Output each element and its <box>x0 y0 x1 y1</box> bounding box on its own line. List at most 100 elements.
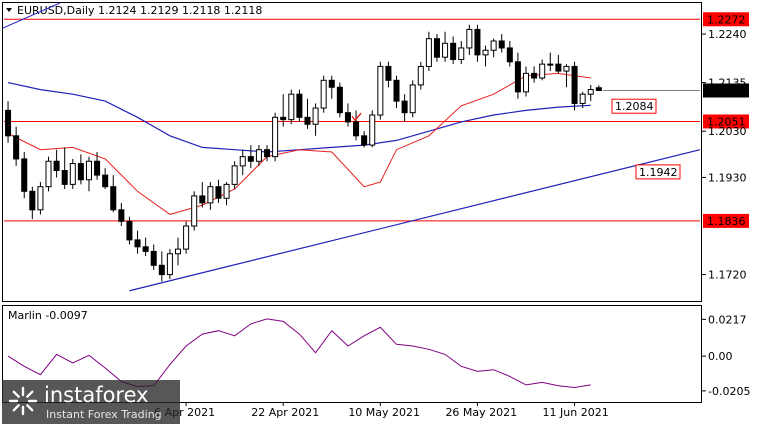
instaforex-watermark: instaforex Instant Forex Trading <box>2 380 180 424</box>
bullish-candle <box>417 65 424 86</box>
bullish-candle <box>272 116 279 158</box>
bullish-candle <box>183 225 190 250</box>
time-tick-label: 22 Apr 2021 <box>251 406 319 419</box>
candles <box>5 24 602 282</box>
bearish-candle <box>53 160 60 171</box>
bearish-candle <box>353 121 360 137</box>
bullish-candle <box>223 183 230 199</box>
bearish-candle <box>361 135 368 146</box>
value-tag-box <box>611 98 657 114</box>
bearish-candle <box>506 47 513 63</box>
instaforex-tagline: Instant Forex Trading <box>46 408 162 421</box>
bearish-candle <box>474 28 481 56</box>
bearish-candle <box>110 186 117 211</box>
bearish-candle <box>498 40 505 49</box>
bullish-candle <box>409 84 416 114</box>
bullish-candle <box>312 107 319 125</box>
price-axis: 1.2240 1.2135 1.2030 1.1930 1.1720 0.0217 0.00… <box>702 28 750 398</box>
level-price-label: 1.2051 <box>707 115 746 128</box>
value-tag-label: 1.1942 <box>639 166 678 179</box>
bullish-candle <box>377 65 384 116</box>
dropdown-triangle-icon[interactable] <box>6 8 12 12</box>
instaforex-logo-icon <box>8 386 38 416</box>
marlin-line <box>7 318 591 389</box>
bearish-candle <box>29 190 36 211</box>
bearish-candle <box>296 93 303 118</box>
value-tag-label: 1.2084 <box>615 100 654 113</box>
bearish-candle <box>401 100 408 114</box>
marlin-title: Marlin -0.0097 <box>8 309 88 322</box>
bullish-candle <box>231 165 238 185</box>
bullish-candle <box>587 89 594 95</box>
bearish-candle <box>150 250 157 266</box>
bullish-candle <box>466 28 473 49</box>
bearish-candle <box>344 112 351 123</box>
bearish-candle <box>61 170 68 185</box>
bullish-candle <box>482 49 489 56</box>
bullish-candle <box>239 156 246 167</box>
bearish-candle <box>385 65 392 81</box>
bullish-candle <box>37 186 44 211</box>
marlin-tick-label: 0.0217 <box>708 313 747 326</box>
level-price-label: 1.1836 <box>707 215 746 228</box>
bullish-candle <box>539 63 546 79</box>
bullish-candle <box>191 195 198 227</box>
bullish-candle <box>69 163 76 185</box>
bearish-candle <box>126 220 133 241</box>
bearish-candle <box>531 72 538 79</box>
bearish-candle <box>450 42 457 60</box>
bearish-candle <box>158 264 165 276</box>
bullish-candle <box>369 114 376 146</box>
bullish-candle <box>490 40 497 51</box>
marlin-tick-label: -0.0205 <box>708 385 750 398</box>
bearish-candle <box>5 109 12 137</box>
bearish-candle <box>77 163 84 181</box>
bullish-candle <box>320 79 327 109</box>
bullish-candle <box>458 47 465 60</box>
bearish-candle <box>94 160 101 176</box>
bullish-candle <box>522 72 530 93</box>
bearish-candle <box>336 86 343 114</box>
bullish-candle <box>255 149 262 162</box>
bearish-candle <box>118 209 125 222</box>
bearish-candle <box>393 79 400 102</box>
time-axis: 6 Apr 2021 22 Apr 2021 10 May 2021 26 May 2… <box>154 402 609 419</box>
bearish-candle <box>199 195 206 204</box>
bearish-candle <box>13 135 20 160</box>
checkmark-annotation <box>351 112 362 122</box>
bearish-candle <box>514 61 521 93</box>
level-price-tag <box>703 213 749 228</box>
bearish-candle <box>280 116 287 121</box>
bullish-candle <box>207 186 214 204</box>
marlin-indicator <box>7 318 591 389</box>
bearish-candle <box>304 116 311 125</box>
bearish-candle <box>433 38 440 58</box>
bullish-candle <box>563 65 570 72</box>
price-tick-label: 1.2135 <box>708 77 747 90</box>
current-price-tag <box>703 83 749 98</box>
uptrend-line <box>129 149 701 292</box>
bearish-candle <box>247 156 254 162</box>
price-labels: 1.2272 1.2051 1.1836 1.2118 1.2084 1.1942 <box>602 12 749 228</box>
bearish-candle <box>215 186 222 199</box>
bearish-candle <box>595 87 602 91</box>
bullish-candle <box>166 253 173 276</box>
bearish-candle <box>142 246 149 252</box>
time-tick-label: 11 Jun 2021 <box>543 406 609 419</box>
value-tag-box <box>635 164 681 180</box>
bearish-candle <box>264 149 271 158</box>
bearish-candle <box>328 79 335 88</box>
price-tick-label: 1.2030 <box>708 125 747 138</box>
time-tick-label: 10 May 2021 <box>348 406 420 419</box>
main-panel-frame <box>2 2 702 302</box>
level-price-tag <box>703 114 749 129</box>
price-tick-label: 1.1720 <box>708 269 747 282</box>
price-tick-label: 1.2240 <box>708 28 747 41</box>
bullish-candle <box>579 93 586 104</box>
bearish-candle <box>571 65 578 104</box>
trend-line-layer <box>129 149 701 292</box>
current-price-label: 1.2118 <box>707 84 746 97</box>
level-price-tag <box>703 12 749 27</box>
bullish-candle <box>288 93 295 121</box>
